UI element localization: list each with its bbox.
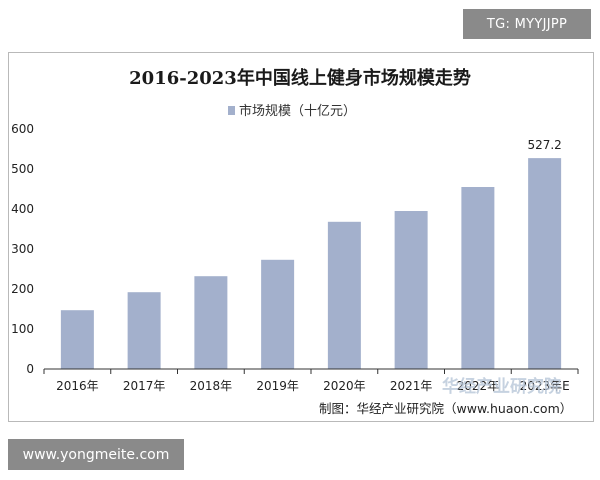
y-tick-label: 0 [26, 362, 34, 376]
data-label: 527.2 [527, 138, 561, 152]
chart-title: 2016-2023年中国线上健身市场规模走势 [129, 67, 471, 89]
y-tick-label: 400 [11, 202, 34, 216]
x-tick-label: 2016年 [56, 379, 99, 393]
bar [327, 221, 361, 369]
y-axis-ticks: 0 100 200 300 400 500 600 [11, 122, 34, 376]
source-note: 制图：华经产业研究院（www.huaon.com） [319, 401, 572, 416]
x-tick-label: 2019年 [256, 379, 299, 393]
chart-frame [8, 52, 594, 422]
y-tick-label: 200 [11, 282, 34, 296]
x-tick-label: 2020年 [323, 379, 366, 393]
legend-swatch [228, 106, 235, 115]
y-tick-label: 500 [11, 162, 34, 176]
data-labels: 527.2 [527, 138, 561, 152]
y-tick-label: 600 [11, 122, 34, 136]
x-tick-label: 2017年 [123, 379, 166, 393]
legend-label: 市场规模（十亿元） [239, 103, 356, 119]
bars [60, 158, 562, 369]
bar [194, 276, 228, 369]
url-badge: www.yongmeite.com [8, 439, 184, 470]
x-tick-label: 2022年 [457, 379, 500, 393]
y-tick-label: 100 [11, 322, 34, 336]
x-tick-label: 2021年 [390, 379, 433, 393]
bar [261, 259, 295, 369]
x-tick-label: 2018年 [190, 379, 233, 393]
bar [394, 211, 428, 369]
x-axis: 2016年 2017年 2018年 2019年 2020年 2021年 2022年 2023年… [43, 368, 579, 393]
watermark-text: 华经产业研究院 [442, 376, 561, 397]
x-tick-label: 2023年E [520, 379, 570, 393]
bar [127, 292, 161, 369]
bar [461, 187, 495, 369]
bar [528, 158, 562, 369]
y-tick-label: 300 [11, 242, 34, 256]
top-tag: TG: MYYJJPP [463, 9, 591, 39]
bar [60, 310, 94, 369]
